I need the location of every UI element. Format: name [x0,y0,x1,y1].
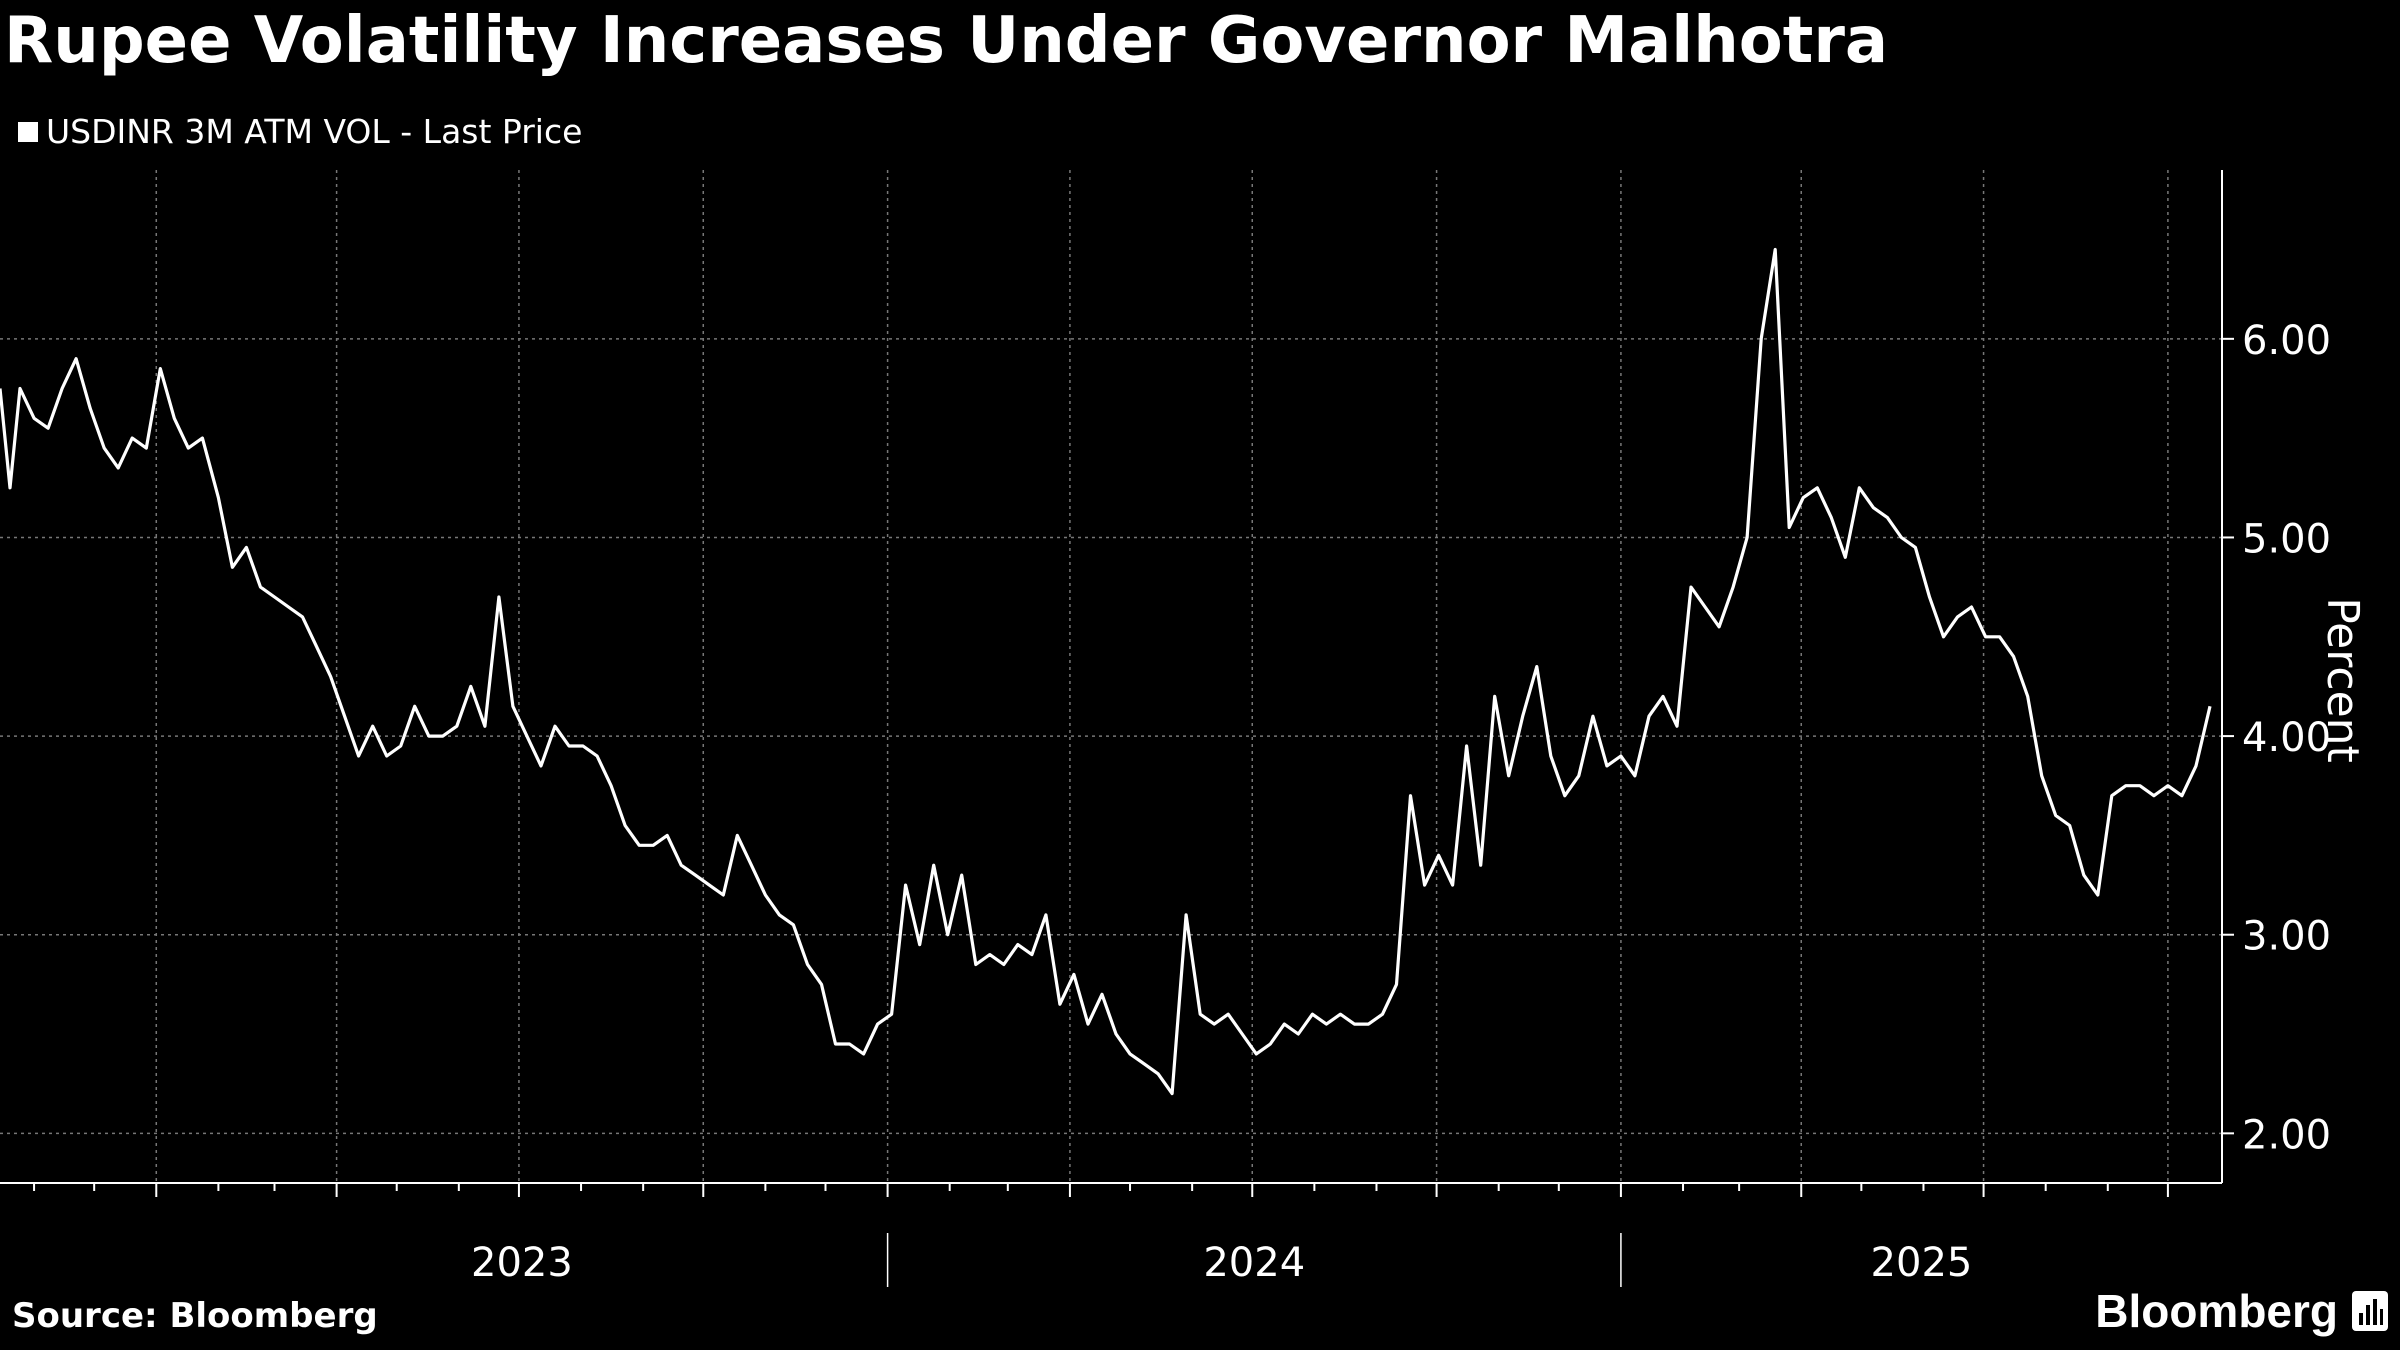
y-tick-label: 2.00 [2242,1112,2331,1158]
series-line-usdinr-3m-atm-vol [0,247,2212,1096]
legend-swatch [18,121,38,142]
x-tick-label: 2025 [1871,1240,1973,1286]
axes [0,170,2223,1184]
grid-lines [0,170,2222,1183]
x-axis-ticks: 2023 2024 2025 [33,1183,2169,1287]
x-tick-label: 2023 [471,1240,573,1286]
x-tick-label: 2024 [1203,1240,1305,1286]
y-tick-label: 6.00 [2242,318,2331,364]
source-note: Source: Bloomberg [12,1296,378,1336]
y-axis-label: Percent [2317,597,2368,763]
y-tick-label: 4.00 [2242,715,2331,761]
brand-name: Bloomberg [2095,1285,2338,1337]
y-tick-label: 3.00 [2242,914,2331,960]
y-axis-ticks: 2.00 3.00 4.00 5.00 6.00 [2222,318,2331,1158]
legend: USDINR 3M ATM VOL - Last Price [18,112,582,151]
legend-label: USDINR 3M ATM VOL - Last Price [46,112,583,151]
y-tick-label: 5.00 [2242,516,2331,562]
brand-logo: Bloomberg [2095,1284,2388,1338]
bloomberg-icon [2352,1291,2388,1331]
chart-title: Rupee Volatility Increases Under Governo… [4,4,1889,78]
